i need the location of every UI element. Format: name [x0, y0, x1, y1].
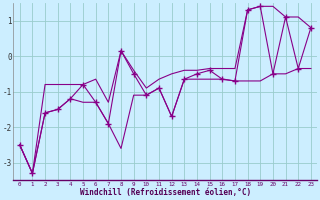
X-axis label: Windchill (Refroidissement éolien,°C): Windchill (Refroidissement éolien,°C)	[80, 188, 251, 197]
